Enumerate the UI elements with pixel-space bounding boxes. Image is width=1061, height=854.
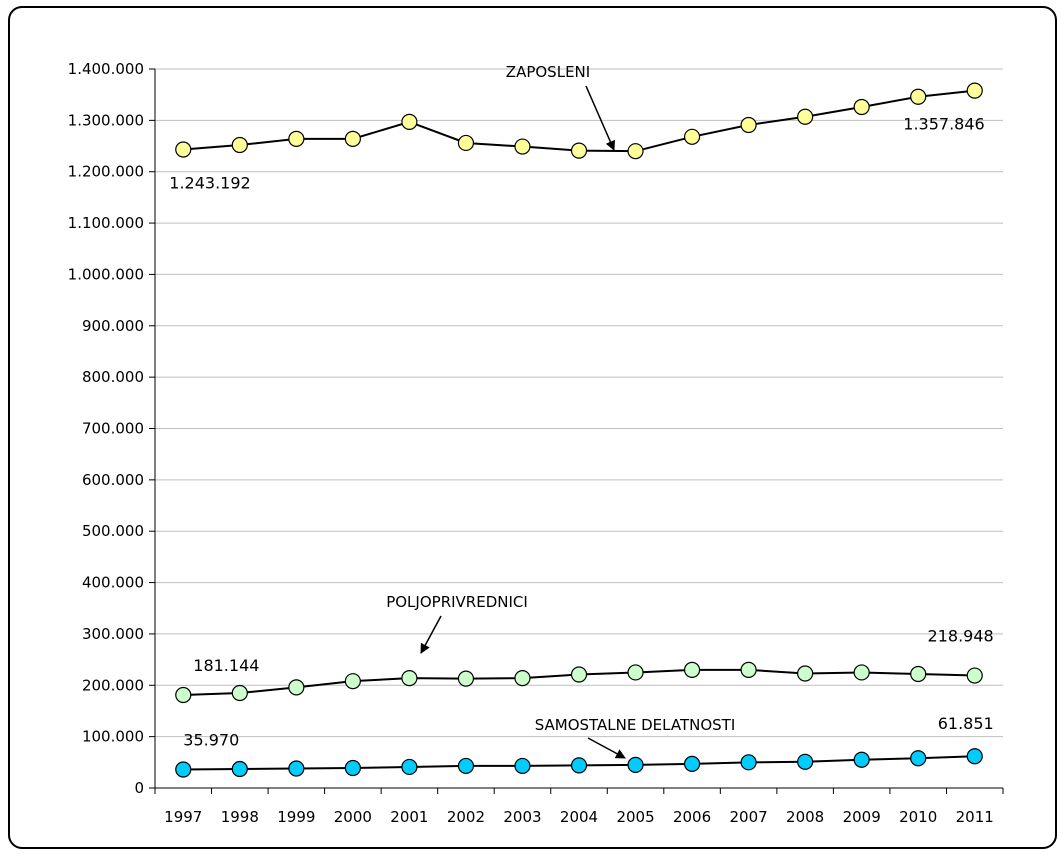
data-point: [910, 665, 927, 683]
data-point: [966, 748, 983, 765]
data-point: [175, 761, 192, 778]
y-tick-label: 400.000: [82, 574, 144, 592]
arrow-samostalne-delatnosti: [587, 737, 626, 759]
series-label-zaposleni: ZAPOSLENI: [506, 63, 590, 81]
data-point: [288, 130, 305, 147]
data-point: [231, 760, 248, 778]
x-tick-label: 2004: [560, 808, 598, 826]
data-point: [740, 116, 757, 134]
y-tick-label: 1.200.000: [68, 163, 144, 181]
series-label-poljoprivrednici: POLJOPRIVREDNICI: [386, 593, 528, 611]
x-tick-label: 2006: [673, 808, 711, 826]
data-point: [175, 141, 192, 158]
data-point: [683, 661, 701, 678]
data-point: [514, 757, 531, 775]
data-label: 181.144: [193, 656, 259, 675]
x-tick-label: 1999: [277, 808, 315, 826]
data-point: [966, 667, 983, 684]
x-tick-label: 2002: [447, 808, 485, 826]
data-label: 61.851: [938, 714, 994, 733]
data-point: [683, 755, 701, 772]
x-tick-label: 2010: [899, 808, 937, 826]
data-point: [288, 760, 305, 777]
x-tick-label: 2003: [503, 808, 541, 826]
x-tick-label: 2000: [334, 808, 372, 826]
data-point: [401, 113, 418, 130]
data-point: [853, 751, 870, 768]
data-point: [570, 142, 588, 159]
data-point: [740, 661, 757, 678]
y-tick-label: 100.000: [82, 728, 144, 746]
data-point: [514, 138, 531, 155]
data-point: [853, 98, 870, 116]
data-point: [231, 684, 248, 702]
x-tick-label: 1998: [221, 808, 259, 826]
data-point: [570, 757, 588, 774]
y-tick-label: 1.000.000: [68, 265, 144, 283]
data-point: [910, 88, 927, 105]
data-point: [344, 673, 361, 690]
data-point: [231, 136, 248, 154]
data-point: [401, 669, 418, 687]
data-point: [570, 666, 588, 683]
data-point: [797, 753, 814, 770]
data-point: [740, 754, 757, 771]
arrow-poljoprivrednici: [420, 615, 442, 654]
data-point: [797, 108, 814, 125]
data-label: 1.243.192: [169, 174, 250, 193]
data-point: [288, 679, 305, 696]
data-point: [683, 128, 701, 145]
y-tick-label: 1.300.000: [68, 111, 144, 129]
data-label: 35.970: [183, 731, 239, 750]
data-point: [344, 759, 361, 777]
y-tick-label: 900.000: [82, 317, 144, 335]
y-tick-label: 700.000: [82, 420, 144, 438]
data-point: [797, 665, 814, 682]
x-tick-label: 2005: [616, 808, 654, 826]
data-point: [627, 143, 644, 160]
y-tick-label: 200.000: [82, 676, 144, 694]
data-point: [457, 134, 475, 152]
y-tick-label: 1.100.000: [68, 214, 144, 232]
x-tick-label: 1997: [164, 808, 202, 826]
data-point: [457, 670, 475, 687]
data-point: [175, 686, 192, 704]
x-tick-label: 2008: [786, 808, 824, 826]
data-point: [853, 664, 870, 681]
y-tick-label: 500.000: [82, 522, 144, 540]
data-label: 1.357.846: [903, 115, 984, 134]
y-tick-label: 600.000: [82, 471, 144, 489]
data-point: [627, 664, 644, 681]
data-point: [514, 669, 531, 687]
data-label: 218.948: [928, 627, 994, 646]
series-label-samostalne-delatnosti: SAMOSTALNE DELATNOSTI: [535, 716, 736, 734]
x-tick-label: 2001: [390, 808, 428, 826]
data-point: [966, 82, 983, 99]
y-tick-label: 800.000: [82, 368, 144, 386]
y-tick-label: 0: [134, 779, 144, 797]
x-tick-label: 2007: [730, 808, 768, 826]
data-point: [627, 756, 644, 773]
arrow-zaposleni: [585, 85, 615, 151]
data-point: [457, 757, 475, 775]
data-point: [910, 750, 927, 767]
data-point: [401, 758, 418, 776]
y-tick-label: 300.000: [82, 625, 144, 643]
y-tick-label: 1.400.000: [68, 60, 144, 78]
x-tick-label: 2009: [843, 808, 881, 826]
data-point: [344, 130, 361, 147]
x-tick-label: 2011: [956, 808, 994, 826]
